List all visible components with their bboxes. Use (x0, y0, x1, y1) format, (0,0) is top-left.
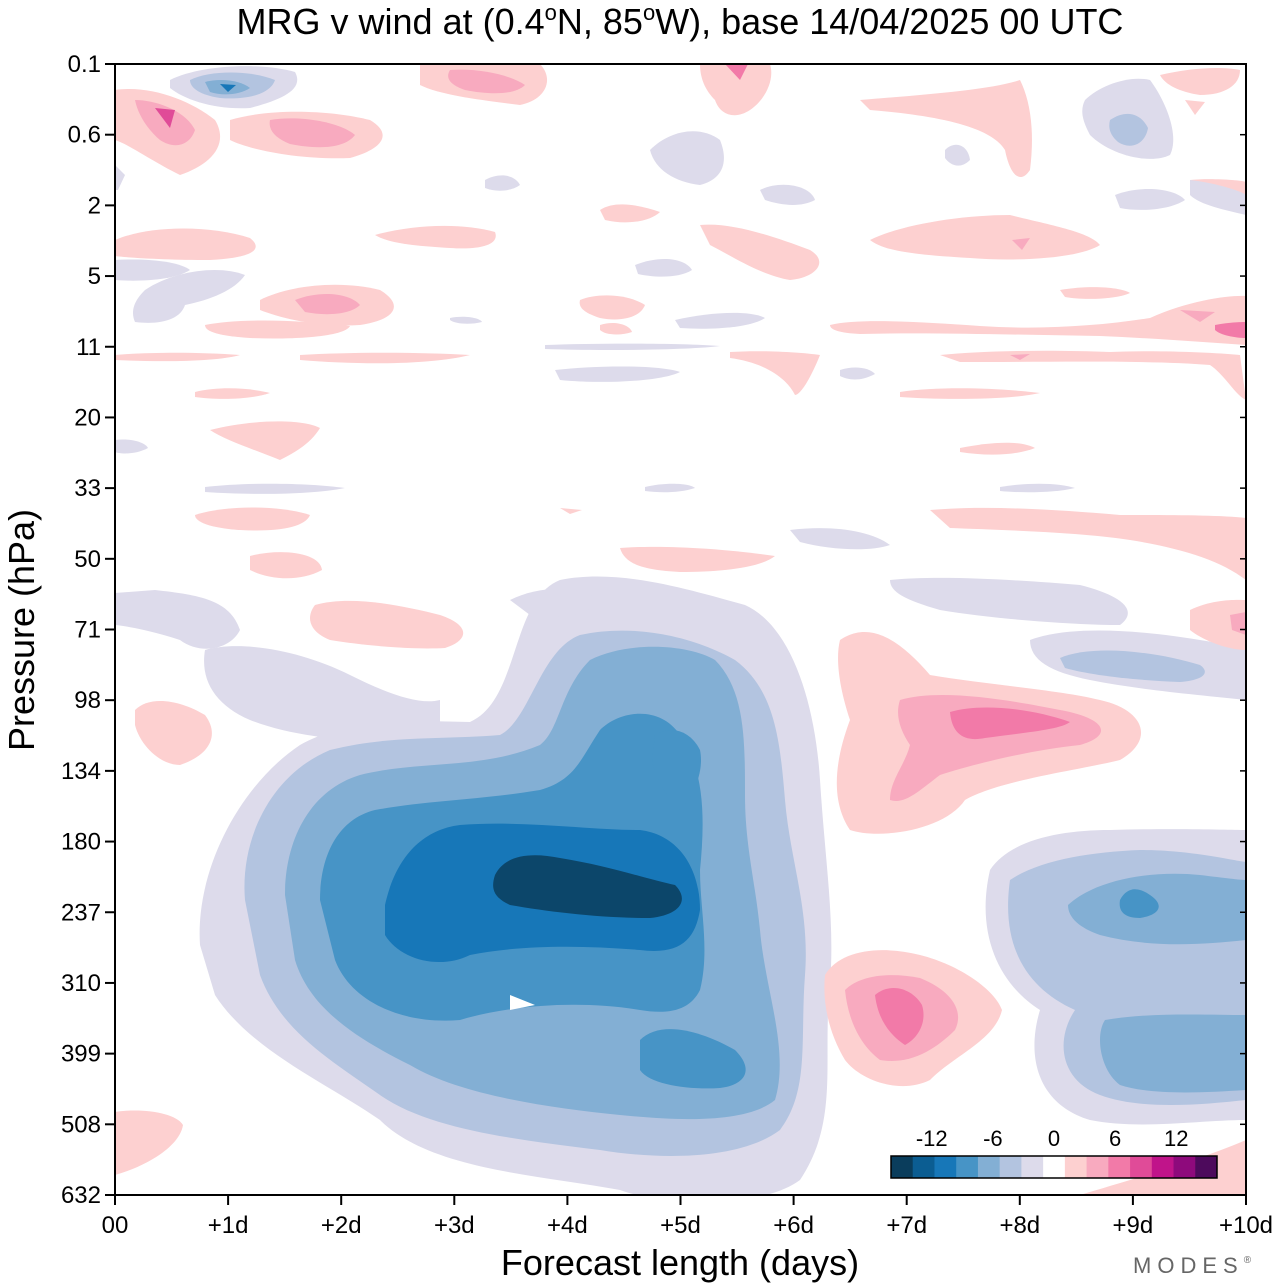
colorbar-swatch (934, 1156, 957, 1178)
x-tick-label: +3d (434, 1212, 475, 1239)
x-tick-label: +9d (1113, 1212, 1154, 1239)
colorbar-swatch (1130, 1156, 1153, 1178)
x-tick-label: +10d (1219, 1212, 1273, 1239)
x-tick-label: +4d (547, 1212, 588, 1239)
x-tick-label: +5d (660, 1212, 701, 1239)
y-tick-label: 180 (61, 829, 101, 856)
y-tick-label: 20 (74, 404, 101, 431)
colorbar-swatch (1108, 1156, 1131, 1178)
colorbar-swatch (1043, 1156, 1066, 1178)
colorbar-swatch (999, 1156, 1022, 1178)
colorbar: -12 -6 0 6 12 (890, 1126, 1218, 1179)
y-tick-label: 11 (76, 334, 101, 361)
colorbar-swatch (1151, 1156, 1175, 1178)
y-tick-label: 399 (61, 1041, 101, 1068)
colorbar-swatch (1021, 1156, 1044, 1178)
x-tick-label: +6d (773, 1212, 814, 1239)
colorbar-swatch (1195, 1156, 1218, 1178)
colorbar-label: 0 (1048, 1126, 1060, 1151)
y-axis-title: Pressure (hPa) (1, 509, 42, 751)
y-tick-label: 632 (61, 1182, 101, 1209)
y-tick-label: 134 (61, 758, 101, 785)
colorbar-swatch (1086, 1156, 1109, 1178)
contour-field (115, 64, 1246, 1195)
colorbar-label: 12 (1164, 1126, 1188, 1151)
y-tick-label: 0.6 (68, 122, 101, 149)
y-tick-label: 71 (74, 617, 101, 644)
chart-title: MRG v wind at (0.4oN, 85oW), base 14/04/… (237, 0, 1124, 42)
x-tick-label: 00 (102, 1212, 129, 1239)
colorbar-label: -6 (983, 1126, 1003, 1151)
x-tick-label: +2d (321, 1212, 362, 1239)
colorbar-swatch (1064, 1156, 1088, 1178)
y-axis: 0.1 0.6 2 5 11 20 33 50 71 98 134 180 237 310 399 508 63… (61, 51, 1246, 1209)
colorbar-swatch (977, 1156, 1001, 1178)
colorbar-swatch (891, 1156, 914, 1178)
y-tick-label: 33 (74, 475, 101, 502)
x-tick-label: +7d (886, 1212, 927, 1239)
y-tick-label: 508 (61, 1111, 101, 1138)
y-tick-label: 2 (88, 192, 101, 219)
colorbar-frame (890, 1155, 1218, 1179)
y-tick-label: 310 (61, 970, 101, 997)
colorbar-label: 6 (1109, 1126, 1121, 1151)
x-axis: 00 +1d +2d +3d +4d +5d +6d +7d +8d +9d +10d (102, 1195, 1273, 1239)
modes-brand: MODES® (1133, 1253, 1252, 1278)
x-tick-label: +1d (208, 1212, 249, 1239)
colorbar-swatch (1173, 1156, 1196, 1178)
colorbar-label: -12 (916, 1126, 948, 1151)
y-tick-label: 5 (88, 263, 101, 290)
y-tick-label: 0.1 (68, 51, 101, 78)
y-tick-label: 98 (74, 687, 101, 714)
colorbar-swatch (956, 1156, 979, 1178)
y-tick-label: 237 (61, 899, 101, 926)
x-axis-title: Forecast length (days) (501, 1242, 859, 1283)
colorbar-swatch (912, 1156, 935, 1178)
y-tick-label: 50 (74, 546, 101, 573)
x-tick-label: +8d (999, 1212, 1040, 1239)
